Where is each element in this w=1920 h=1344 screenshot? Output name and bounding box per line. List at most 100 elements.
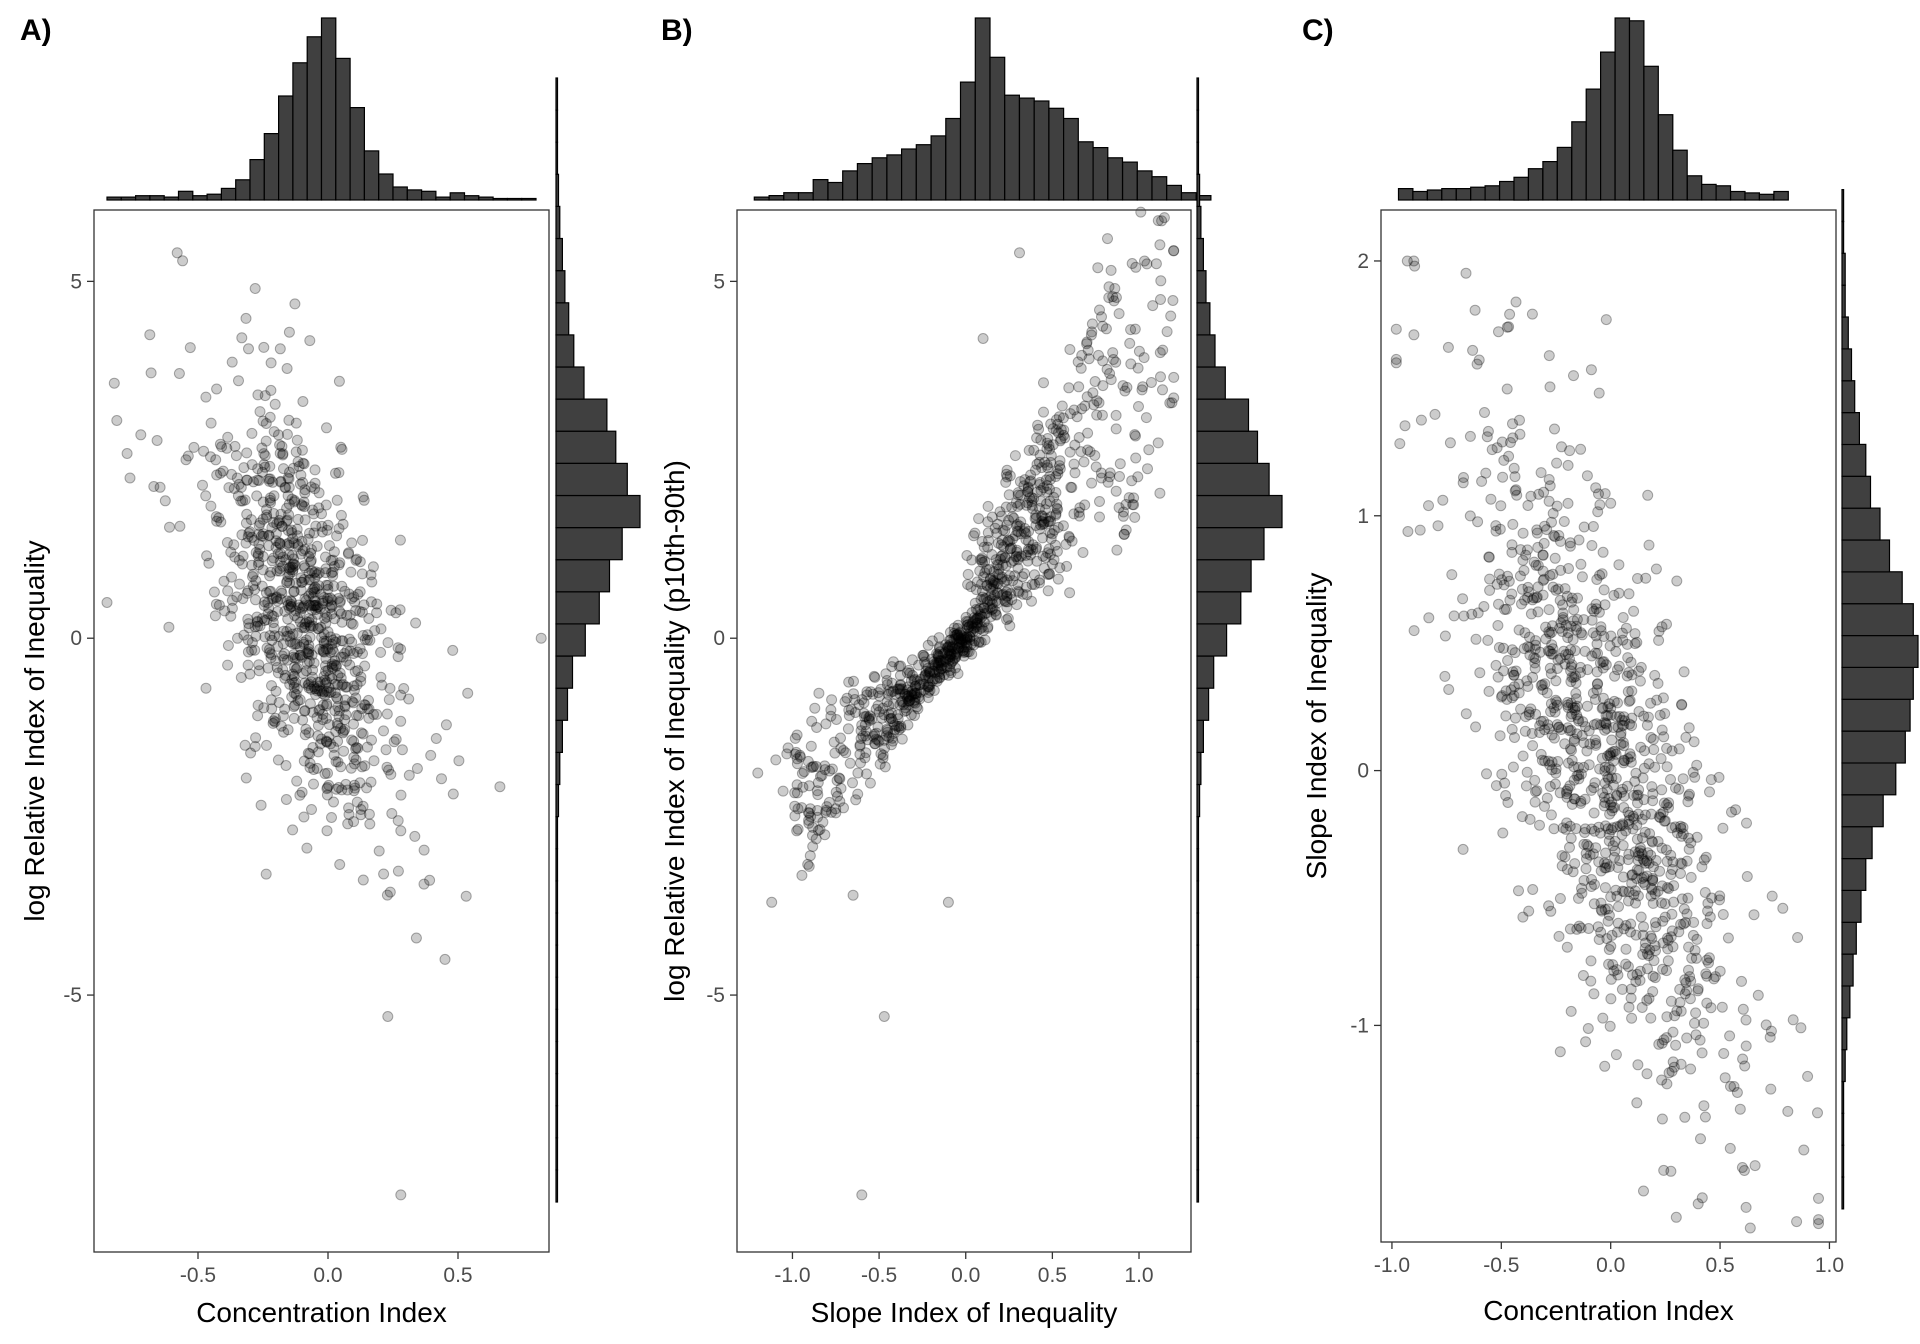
scatter-point <box>321 685 333 697</box>
scatter-point <box>307 706 319 718</box>
scatter-point <box>1524 631 1535 643</box>
scatter-point <box>1681 1032 1693 1044</box>
right-histogram-bar <box>1841 1017 1848 1051</box>
scatter-point <box>246 559 258 571</box>
scatter-point <box>985 590 997 602</box>
scatter-point <box>1630 767 1642 779</box>
scatter-point <box>252 699 264 711</box>
scatter-point <box>1053 411 1065 423</box>
scatter-point <box>333 782 345 793</box>
scatter-point <box>1657 963 1669 975</box>
scatter-point <box>1535 467 1547 479</box>
scatter-point <box>386 808 398 819</box>
right-histogram-bar <box>555 976 559 1010</box>
panel-a-x-ticks: -0.5 0.0 0.5 <box>180 1252 473 1287</box>
scatter-point <box>1648 744 1660 756</box>
scatter-point <box>339 701 351 713</box>
scatter-point <box>1703 957 1714 969</box>
scatter-point <box>305 683 317 695</box>
scatter-point <box>180 454 192 466</box>
scatter-point <box>281 626 293 637</box>
scatter-point <box>796 802 808 814</box>
scatter-point <box>283 562 295 574</box>
scatter-point <box>998 541 1010 553</box>
scatter-point <box>1123 492 1135 504</box>
scatter-point <box>1696 1047 1708 1059</box>
scatter-point <box>282 724 294 736</box>
scatter-point <box>279 703 291 715</box>
scatter-point <box>289 638 301 650</box>
right-histogram-bar <box>1841 189 1845 223</box>
scatter-point <box>319 612 331 624</box>
scatter-point <box>430 733 442 744</box>
right-histogram-bar <box>555 655 574 689</box>
scatter-point <box>253 665 265 677</box>
x-tick-label: 0.5 <box>443 1264 472 1287</box>
scatter-point <box>1621 780 1633 792</box>
scatter-point <box>834 773 846 785</box>
scatter-point <box>1641 994 1653 1006</box>
scatter-point <box>1683 964 1694 976</box>
scatter-point <box>1037 518 1049 530</box>
scatter-point <box>425 749 437 761</box>
right-histogram-bar <box>1196 334 1216 368</box>
scatter-point <box>336 443 348 455</box>
scatter-point <box>1698 1017 1710 1029</box>
scatter-point <box>1021 499 1032 511</box>
scatter-point <box>262 608 274 620</box>
scatter-point <box>274 343 286 355</box>
scatter-point <box>352 742 364 754</box>
scatter-point <box>944 654 956 666</box>
scatter-point <box>251 611 263 623</box>
scatter-point <box>1643 539 1655 551</box>
scatter-point <box>894 684 906 696</box>
scatter-point <box>1093 397 1105 409</box>
scatter-point <box>1040 512 1052 524</box>
scatter-point <box>934 668 946 680</box>
scatter-point <box>1578 521 1590 533</box>
top-histogram-bar <box>1773 190 1789 201</box>
scatter-point <box>1117 380 1129 392</box>
scatter-point <box>1069 467 1081 479</box>
scatter-point <box>964 634 976 646</box>
scatter-point <box>1599 1060 1611 1072</box>
scatter-point <box>1555 564 1567 576</box>
right-histogram-bar <box>1196 559 1252 593</box>
scatter-point <box>1590 739 1602 751</box>
panel-c-right-histogram <box>1841 189 1919 1210</box>
scatter-point <box>345 762 357 774</box>
scatter-point <box>289 496 300 508</box>
scatter-point <box>1645 930 1657 942</box>
scatter-point <box>332 756 344 768</box>
scatter-point <box>1030 520 1042 531</box>
scatter-point <box>1110 356 1122 368</box>
scatter-point <box>210 454 222 466</box>
scatter-point <box>952 642 964 654</box>
scatter-point <box>999 576 1011 588</box>
scatter-point <box>1663 1067 1675 1079</box>
scatter-point <box>390 733 402 745</box>
scatter-point <box>329 613 341 625</box>
scatter-point <box>289 610 301 621</box>
scatter-point <box>896 683 908 695</box>
scatter-point <box>250 594 261 606</box>
scatter-point <box>849 707 861 718</box>
scatter-point <box>250 575 262 587</box>
top-histogram-bar <box>320 17 337 201</box>
scatter-point <box>887 735 899 747</box>
x-tick-label: 0.5 <box>1705 1254 1734 1277</box>
scatter-point <box>1029 569 1040 581</box>
scatter-point <box>299 705 311 717</box>
scatter-point <box>962 616 974 628</box>
scatter-point <box>1042 547 1054 559</box>
scatter-point <box>299 501 310 513</box>
right-histogram-bar <box>555 559 611 593</box>
right-histogram-bar <box>1196 687 1210 721</box>
scatter-point <box>977 556 988 568</box>
scatter-point <box>268 715 280 727</box>
scatter-point <box>1058 429 1070 441</box>
scatter-point <box>281 595 293 607</box>
scatter-point <box>1457 477 1469 489</box>
scatter-point <box>1663 797 1675 809</box>
scatter-point <box>934 642 945 654</box>
